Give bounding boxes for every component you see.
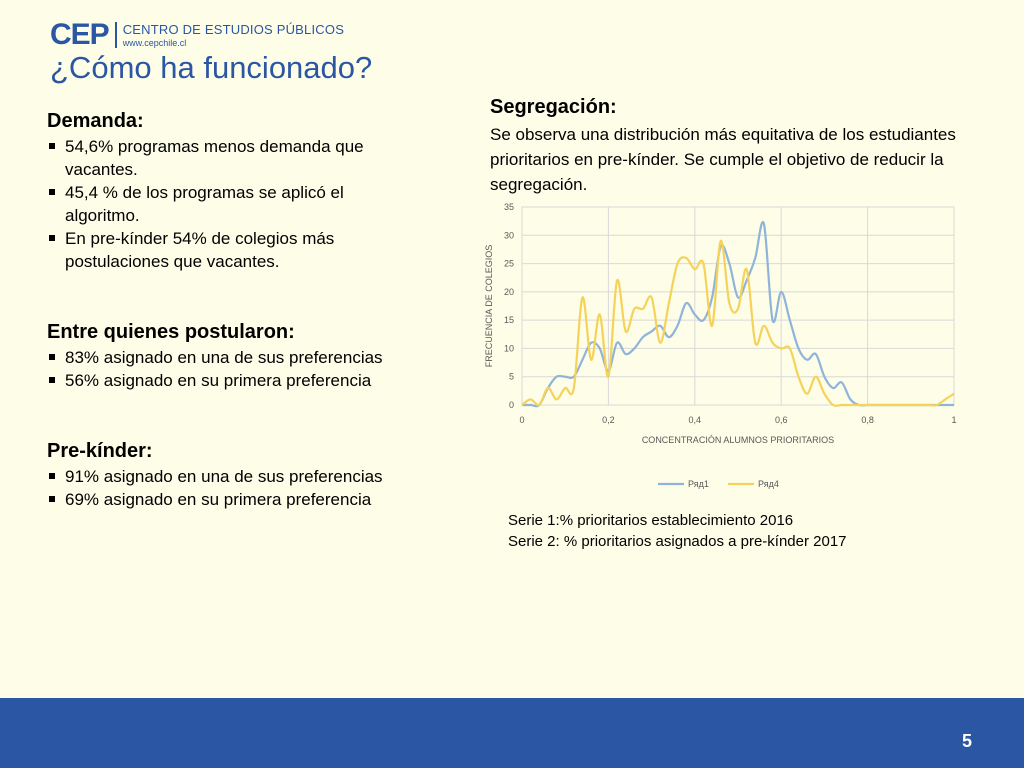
y-tick-label: 10 <box>504 343 514 353</box>
section-postularon: Entre quienes postularon: 83% asignado e… <box>47 321 407 392</box>
y-tick-label: 30 <box>504 230 514 240</box>
logo-name: CENTRO DE ESTUDIOS PÚBLICOS <box>122 21 345 37</box>
series-line-2 <box>521 239 955 407</box>
section-heading: Pre-kínder: <box>47 440 153 462</box>
legend-label: Ряд4 <box>758 479 779 489</box>
bullet-item: 45,4 % de los programas se aplicó el alg… <box>47 181 407 227</box>
left-column: Demanda: 54,6% programas menos demanda q… <box>47 110 407 511</box>
y-tick-label: 5 <box>509 372 514 382</box>
segregation-body: Se observa una distribución más equitati… <box>490 125 956 194</box>
section-heading: Demanda: <box>47 110 144 132</box>
x-axis-label: CONCENTRACIÓN ALUMNOS PRIORITARIOS <box>642 435 834 445</box>
y-tick-label: 0 <box>509 400 514 410</box>
y-tick-label: 25 <box>504 259 514 269</box>
bullet-item: 91% asignado en una de sus preferencias <box>47 465 407 488</box>
bullet-item: 83% asignado en una de sus preferencias <box>47 346 407 369</box>
bullet-item: 54,6% programas menos demanda que vacant… <box>47 135 407 181</box>
frequency-line-chart: 0 5 10 15 20 25 30 35 0 0,2 0,4 0,6 0,8 1 CONCENTRACIÓ… <box>484 202 957 489</box>
series-note-line: Serie 1:% prioritarios establecimiento 2… <box>508 512 794 529</box>
x-tick-label: 0,2 <box>602 415 615 425</box>
section-heading: Entre quienes postularon: <box>47 321 295 343</box>
series-note: Serie 1:% prioritarios establecimiento 2… <box>508 510 847 552</box>
x-tick-label: 0,6 <box>775 415 788 425</box>
section-prekinder: Pre-kínder: 91% asignado en una de sus p… <box>47 440 407 511</box>
y-tick-label: 15 <box>504 315 514 325</box>
y-tick-label: 20 <box>504 287 514 297</box>
section-demanda: Demanda: 54,6% programas menos demanda q… <box>47 110 407 273</box>
page-number: 5 <box>961 731 972 751</box>
logo-mark: CEP <box>50 18 110 51</box>
segregation-heading: Segregación: <box>490 96 617 118</box>
x-tick-label: 0 <box>519 415 524 425</box>
series-line-1 <box>521 220 954 408</box>
page-title: ¿Cómo ha funcionado? <box>50 50 373 85</box>
legend-label: Ряд1 <box>688 479 709 489</box>
x-tick-label: 1 <box>951 415 956 425</box>
x-tick-label: 0,4 <box>689 415 702 425</box>
y-axis-label: FRECUENCIA DE COLEGIOS <box>484 245 494 368</box>
x-tick-label: 0,8 <box>861 415 874 425</box>
footer-bar: 5 <box>0 698 1024 768</box>
logo-url: www.cepchile.cl <box>122 37 187 48</box>
y-tick-label: 35 <box>504 202 514 212</box>
bullet-item: 69% asignado en su primera preferencia <box>47 488 407 511</box>
bullet-item: 56% asignado en su primera preferencia <box>47 369 407 392</box>
cep-logo: CEP CENTRO DE ESTUDIOS PÚBLICOS www.cepc… <box>50 18 344 52</box>
bullet-item: En pre-kínder 54% de colegios más postul… <box>47 227 407 273</box>
logo-separator <box>114 22 117 48</box>
series-note-line: Serie 2: % prioritarios asignados a pre-… <box>508 533 847 550</box>
